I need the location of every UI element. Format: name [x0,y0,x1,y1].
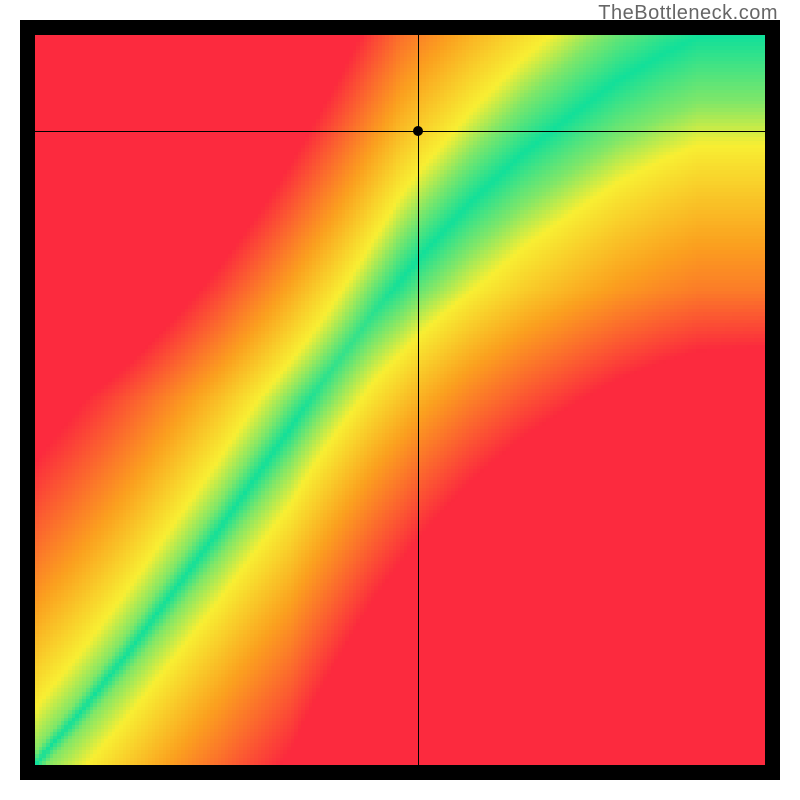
plot-frame [20,20,780,780]
watermark-text: TheBottleneck.com [598,2,778,25]
crosshair-vertical-line [418,35,419,765]
crosshair-horizontal-line [35,131,765,132]
heatmap-canvas [35,35,765,765]
marker-point [413,126,423,136]
plot-area [35,35,765,765]
